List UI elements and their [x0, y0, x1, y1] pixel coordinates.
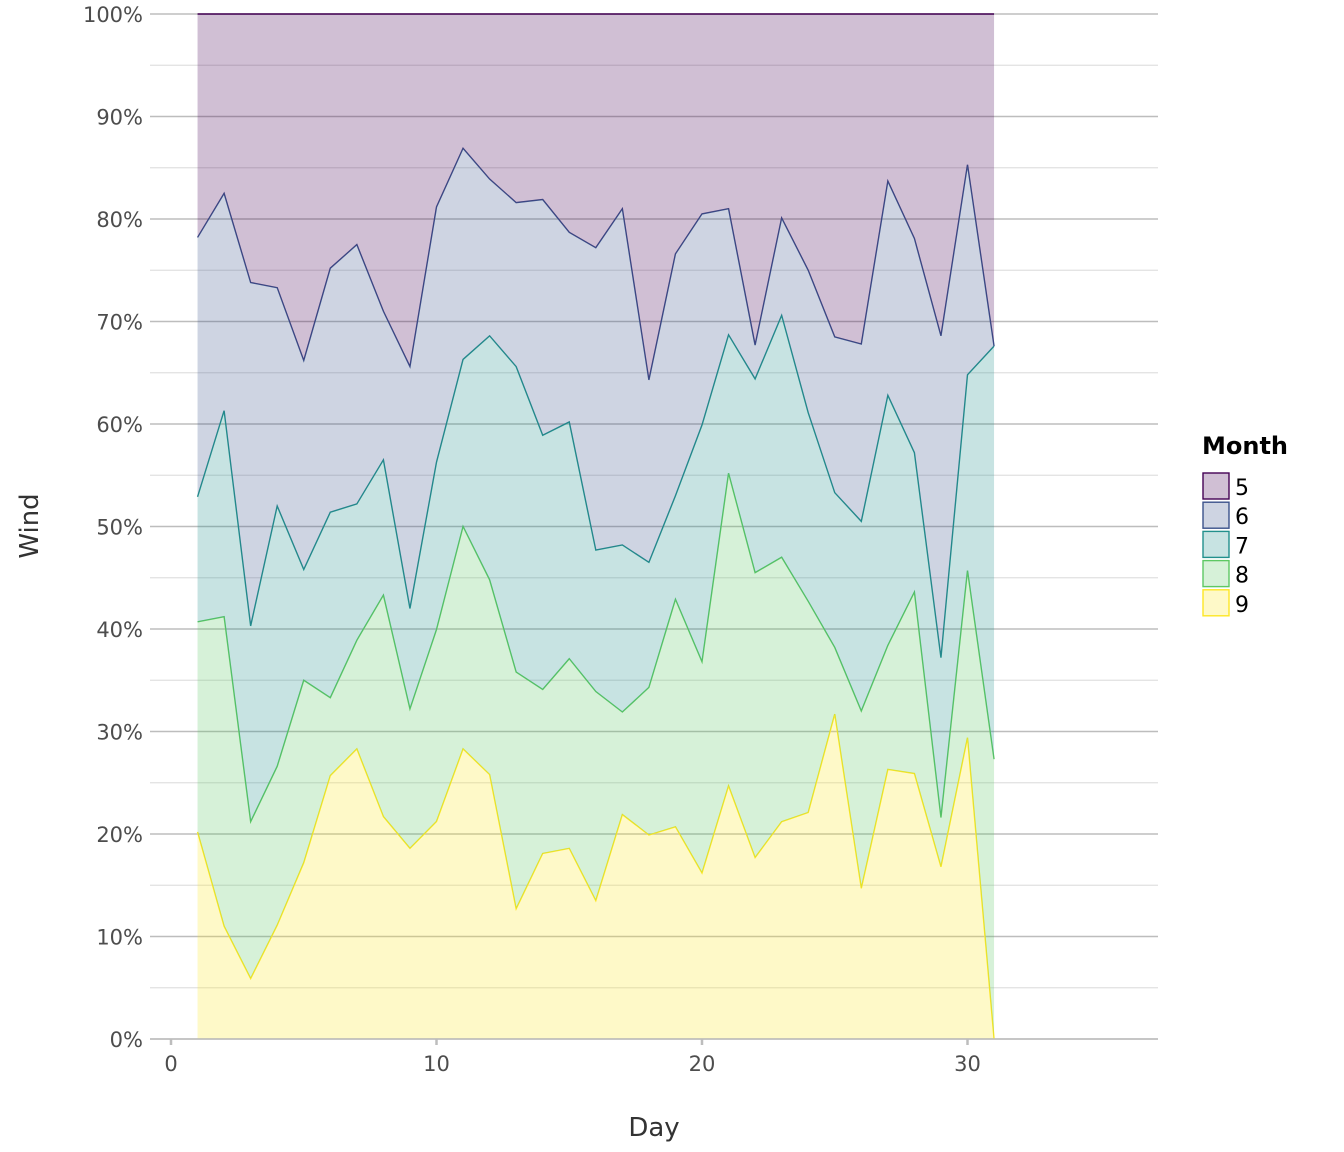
y-tick-label: 10%: [96, 926, 143, 950]
legend-label: 9: [1235, 593, 1249, 618]
legend-label: 6: [1235, 505, 1249, 530]
legend-swatch: [1202, 559, 1230, 588]
area-series: [196, 13, 995, 1040]
series-line-7: [196, 313, 995, 658]
x-tick-label: 30: [954, 1052, 981, 1076]
legend-swatch: [1202, 530, 1230, 559]
legend-swatch: [1202, 472, 1230, 500]
legend-item-6: 6: [1202, 501, 1249, 530]
y-axis-title: Wind: [15, 493, 45, 558]
x-axis-title: Day: [628, 1113, 679, 1143]
legend: Month 5 6 7 8 9: [1202, 432, 1288, 618]
area-series-8: [197, 473, 995, 1039]
x-tick-label: 0: [164, 1052, 177, 1076]
y-tick-label: 50%: [96, 516, 143, 540]
legend-title: Month: [1202, 432, 1288, 460]
y-tick-label: 60%: [96, 413, 143, 437]
legend-swatch: [1202, 589, 1230, 617]
y-tick-label: 30%: [96, 721, 143, 745]
y-tick-label: 0%: [110, 1028, 143, 1052]
series-line-8: [197, 473, 995, 825]
y-tick-label: 40%: [96, 618, 143, 642]
legend-label: 7: [1235, 534, 1249, 559]
minor-gridlines: [150, 64, 1158, 989]
y-axis-ticks: 0% 10% 20% 30% 40% 50% 60% 70% 80% 90% 100%: [83, 3, 143, 1052]
y-tick-label: 90%: [96, 106, 143, 130]
series-line-9: [196, 713, 995, 1040]
legend-item-8: 8: [1202, 559, 1249, 589]
area-series-9: [197, 714, 995, 1039]
x-tick-label: 10: [423, 1052, 450, 1076]
legend-item-9: 9: [1202, 589, 1249, 618]
x-axis-ticks: 0 10 20 30: [164, 1039, 981, 1076]
x-tick-label: 20: [689, 1052, 716, 1076]
area-series-6: [197, 148, 995, 658]
series-line-6: [196, 146, 995, 381]
y-tick-label: 20%: [96, 823, 143, 847]
legend-item-5: 5: [1202, 472, 1249, 501]
legend-label: 8: [1235, 564, 1249, 589]
legend-item-7: 7: [1202, 530, 1249, 559]
legend-swatch: [1202, 501, 1230, 529]
y-tick-label: 80%: [96, 208, 143, 232]
y-tick-label: 70%: [96, 311, 143, 335]
legend-label: 5: [1235, 476, 1249, 501]
y-tick-label: 100%: [83, 3, 143, 27]
area-series-5: [197, 14, 995, 380]
area-series-7: [197, 315, 995, 822]
